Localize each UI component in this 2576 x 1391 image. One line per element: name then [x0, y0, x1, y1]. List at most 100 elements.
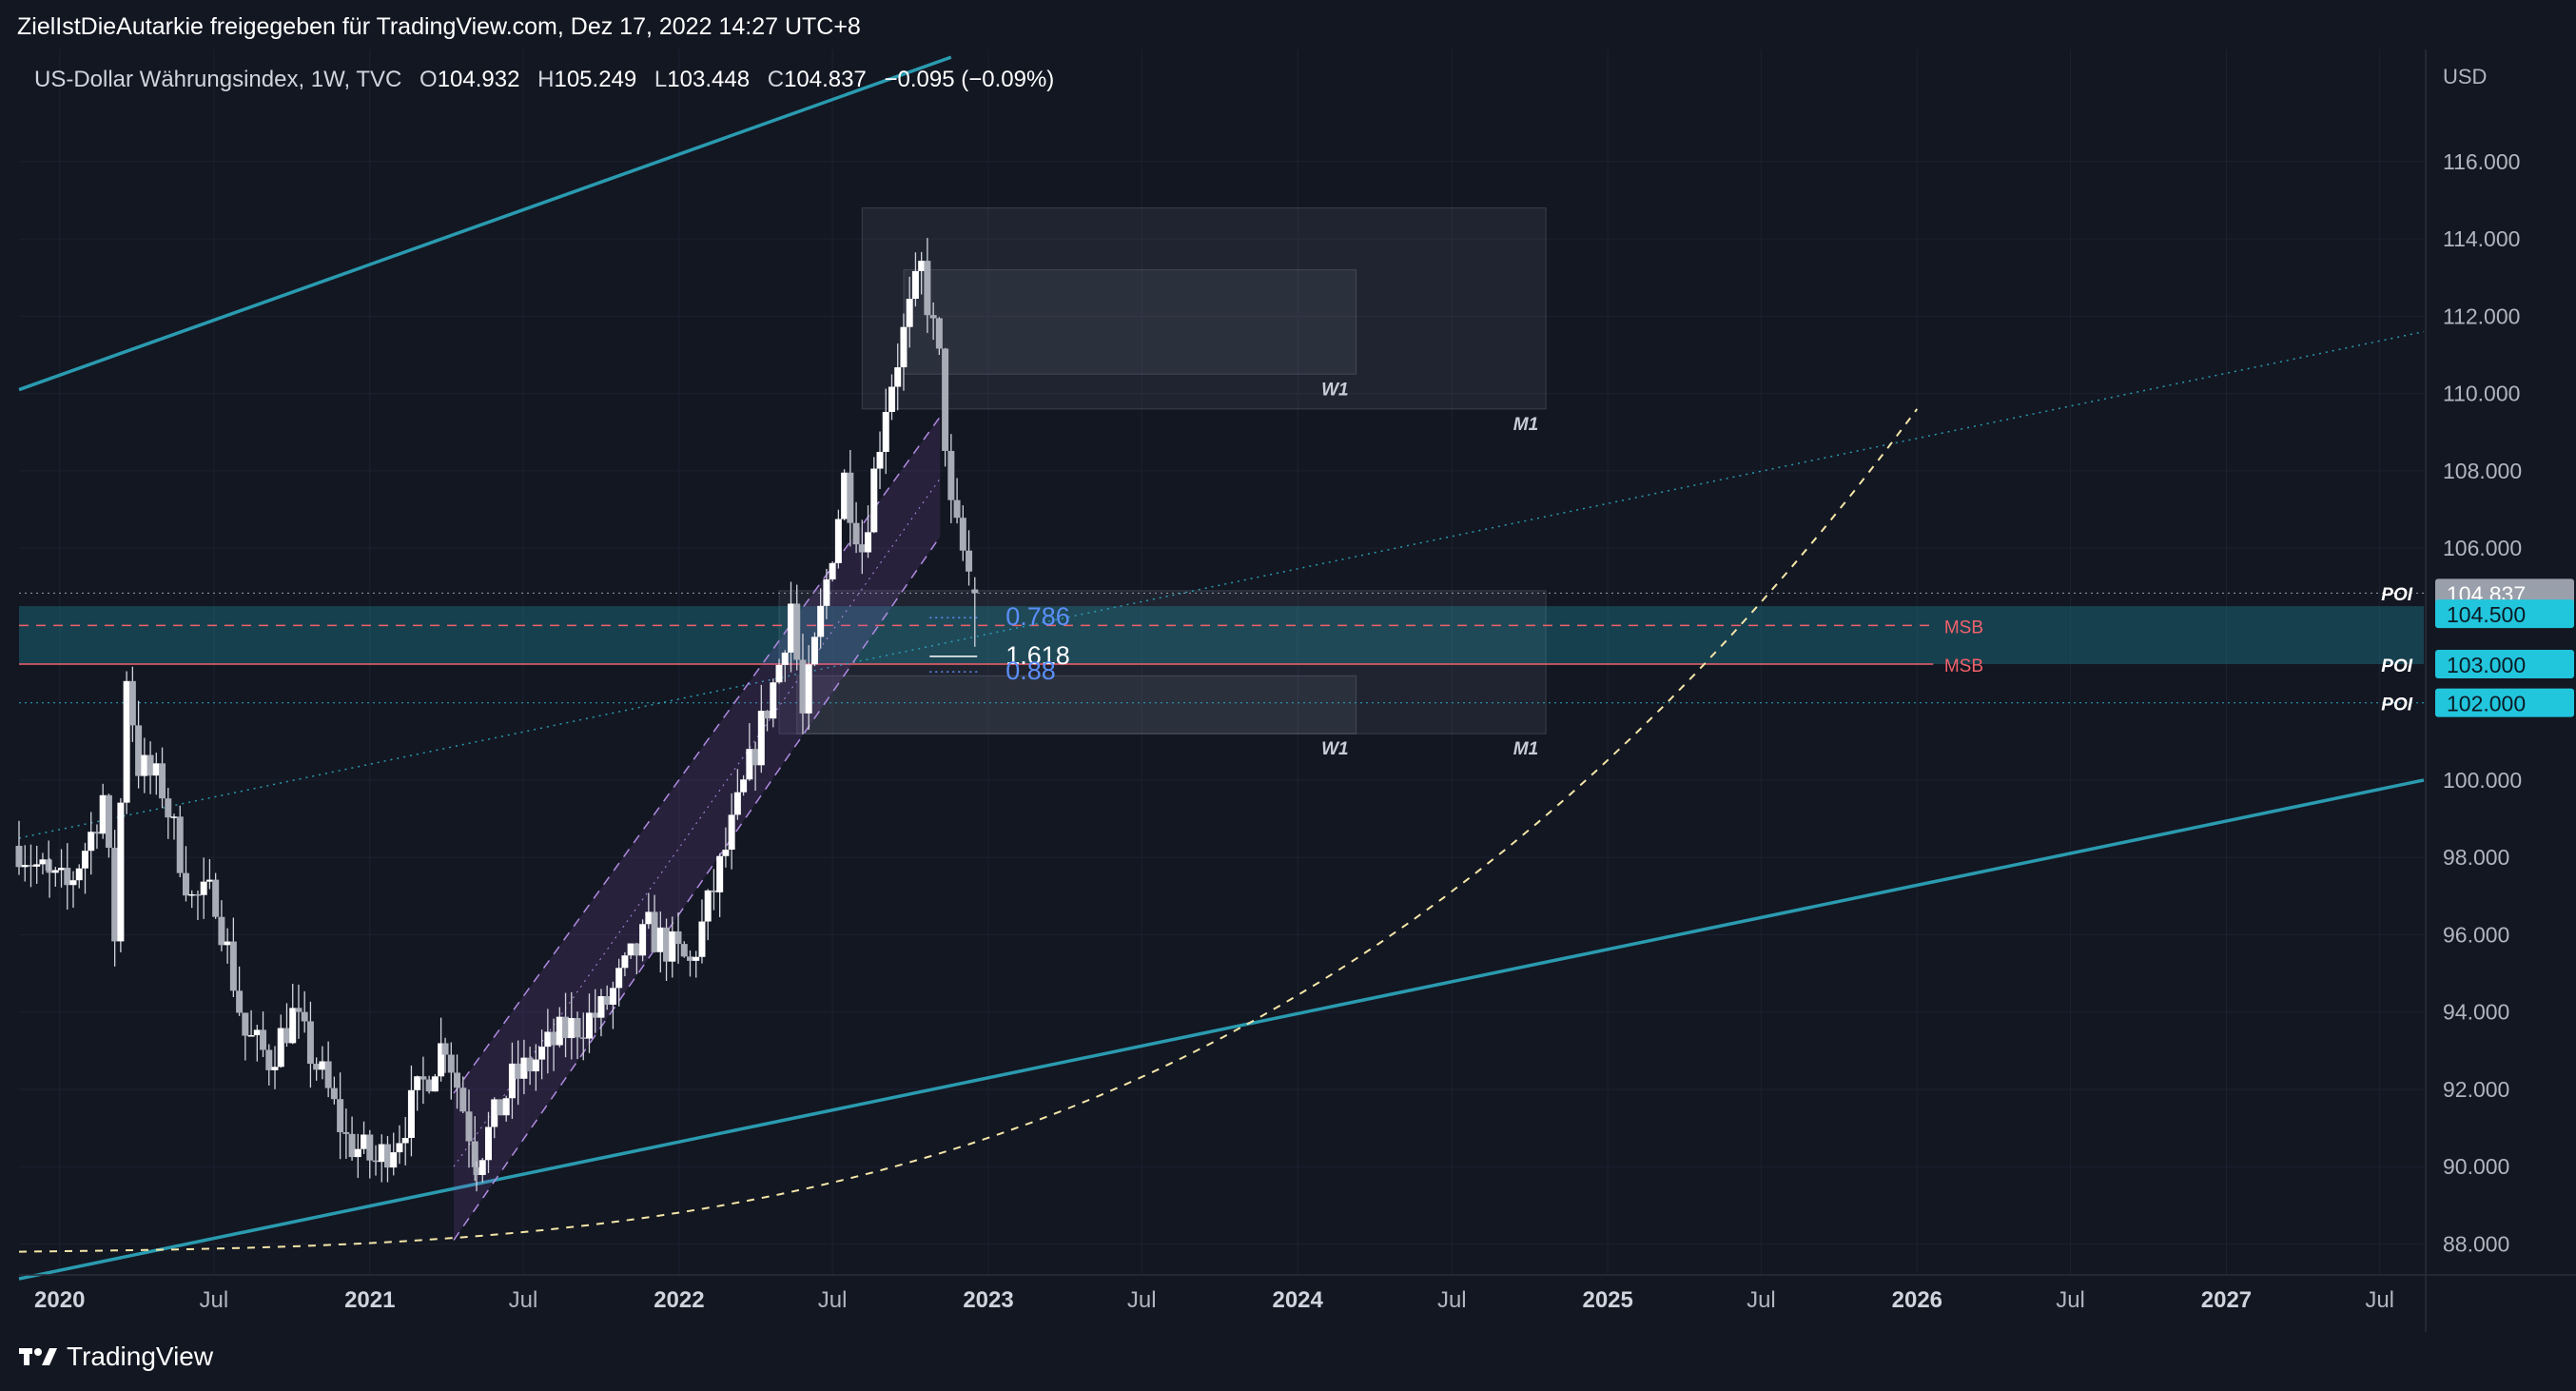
candle-body — [924, 261, 931, 316]
candle-body — [401, 1138, 409, 1144]
fib-label: 0.786 — [1005, 602, 1070, 631]
candle-body — [947, 450, 955, 500]
candle-body — [544, 1031, 552, 1048]
candle-body — [93, 832, 101, 834]
x-tick-label: Jul — [818, 1287, 848, 1313]
candle-body — [378, 1144, 385, 1163]
candle-body — [894, 367, 902, 387]
close-value: 104.837 — [784, 67, 867, 92]
x-tick-label: 2024 — [1272, 1287, 1323, 1313]
candle-body — [75, 868, 83, 881]
fib-label: 0.88 — [1005, 656, 1056, 685]
candle-body — [420, 1076, 427, 1080]
candle-body — [615, 968, 623, 989]
candle-body — [218, 916, 225, 946]
poi-label: POI — [2381, 656, 2412, 676]
candle-body — [574, 1017, 581, 1038]
x-tick-label: 2026 — [1892, 1287, 1942, 1313]
candle-body — [829, 562, 836, 579]
candle-body — [69, 880, 77, 886]
zone-label: W1 — [1321, 380, 1349, 400]
candle-body — [971, 589, 979, 594]
candle-body — [959, 518, 966, 551]
candle-body — [805, 664, 812, 714]
price-candles — [15, 238, 979, 1192]
candle-body — [319, 1061, 326, 1070]
candle-body — [526, 1057, 534, 1072]
candle-body — [372, 1160, 380, 1163]
candle-body — [407, 1089, 415, 1139]
candle-body — [242, 1012, 249, 1036]
publish-header: ZielIstDieAutarkie freigegeben für Tradi… — [0, 0, 2576, 49]
x-tick-label: Jul — [2056, 1287, 2085, 1313]
candle-body — [484, 1127, 492, 1161]
candle-body — [51, 870, 59, 873]
high-value: 105.249 — [554, 67, 637, 92]
candle-body — [621, 955, 629, 969]
poi-price-text: 103.000 — [2447, 653, 2526, 677]
x-tick-label: Jul — [200, 1287, 229, 1313]
candle-body — [770, 682, 777, 719]
candle-body — [680, 944, 688, 957]
x-tick-label: Jul — [1747, 1287, 1776, 1313]
candle-body — [361, 1134, 368, 1149]
tradingview-wordmark: TradingView — [67, 1342, 214, 1371]
candle-body — [656, 927, 664, 952]
low-label: L — [654, 67, 668, 92]
candle-body — [301, 1011, 308, 1022]
poi-price-text: 104.500 — [2447, 602, 2526, 627]
candle-body — [45, 859, 52, 872]
candle-body — [15, 845, 23, 868]
candle-body — [515, 1063, 522, 1079]
candle-body — [834, 519, 842, 563]
publish-line: ZielIstDieAutarkie freigegeben für Tradi… — [17, 13, 861, 40]
msb-label: MSB — [1944, 617, 1983, 637]
zone-label: M1 — [1513, 739, 1538, 759]
candle-body — [520, 1057, 528, 1079]
candle-body — [182, 872, 189, 896]
candle-body — [751, 749, 759, 766]
candle-body — [39, 859, 47, 865]
fib-label: 1.618 — [1005, 641, 1070, 670]
candle-body — [354, 1148, 361, 1158]
poi-label: POI — [2381, 696, 2412, 715]
candle-body — [935, 318, 943, 349]
candle-body — [141, 754, 148, 776]
candle-body — [942, 348, 949, 451]
candle-body — [366, 1134, 374, 1161]
candle-body — [491, 1099, 498, 1127]
time-axis: 2020 Jul 2021 Jul 2022 Jul 2023 Jul 2024 Jul 2025 J… — [19, 1274, 2576, 1313]
candle-body — [764, 711, 771, 719]
candle-body — [260, 1029, 267, 1050]
poi-price-text: 102.000 — [2447, 692, 2526, 716]
candle-body — [396, 1143, 403, 1153]
candle-body — [865, 532, 872, 553]
candle-body — [841, 472, 849, 519]
candle-body — [21, 865, 29, 868]
x-tick-label: 2020 — [34, 1287, 85, 1313]
candle-body — [953, 500, 961, 519]
candle-body — [105, 794, 112, 849]
candle-body — [342, 1131, 350, 1134]
y-tick-label: 108.000 — [2443, 459, 2522, 483]
candle-body — [847, 472, 854, 523]
candle-body — [693, 956, 700, 961]
candle-body — [478, 1160, 486, 1175]
candle-body — [781, 652, 789, 665]
candle-body — [550, 1031, 557, 1046]
zone-box — [796, 675, 1357, 735]
candle-body — [710, 890, 717, 892]
chart-grid — [19, 49, 2424, 1275]
candle-body — [253, 1029, 261, 1036]
candle-body — [579, 1037, 587, 1039]
candle-body — [205, 879, 213, 882]
candle-body — [799, 659, 807, 714]
y-tick-label: 116.000 — [2443, 149, 2520, 174]
tradingview-logo[interactable]: TradingView — [19, 1342, 213, 1372]
symbol-name[interactable]: US-Dollar Währungsindex, 1W, TVC — [34, 67, 402, 92]
candle-body — [597, 996, 605, 1018]
msb-label: MSB — [1944, 656, 1983, 676]
candle-body — [609, 988, 616, 1005]
